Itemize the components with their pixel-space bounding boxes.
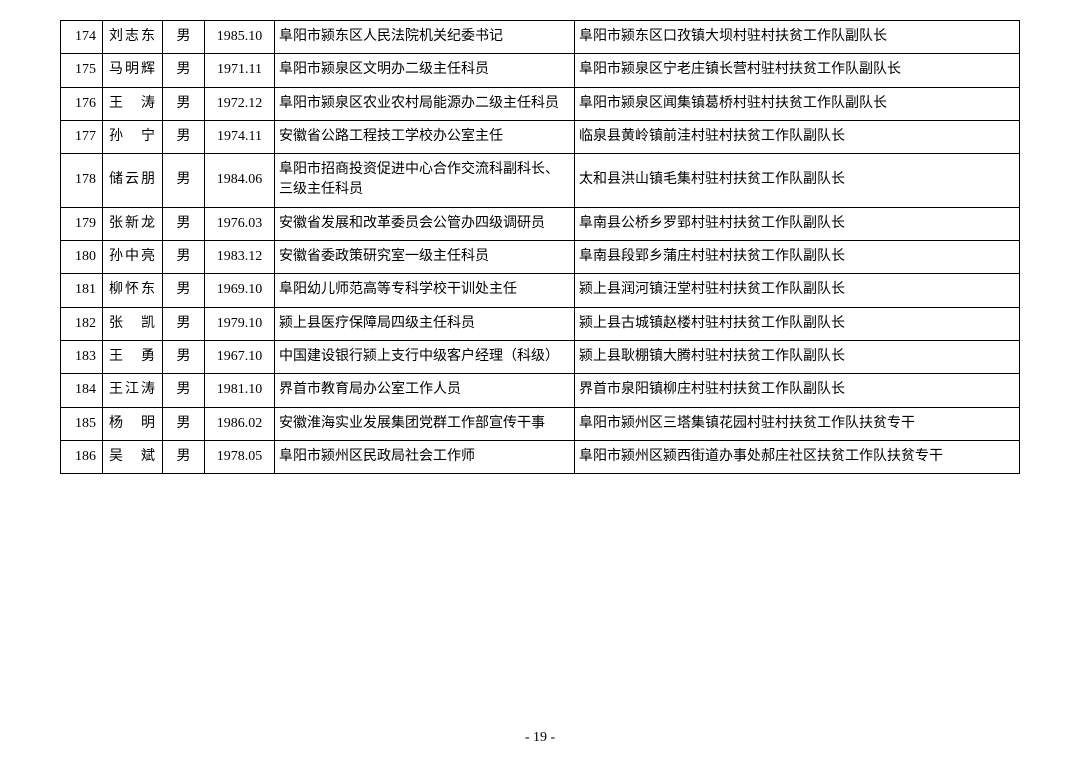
personnel-table: 174刘志东男1985.10阜阳市颍东区人民法院机关纪委书记阜阳市颍东区口孜镇大… [60, 20, 1020, 474]
cell-sex: 男 [163, 440, 205, 473]
table-row: 185杨 明男1986.02安徽淮海实业发展集团党群工作部宣传干事阜阳市颍州区三… [61, 407, 1020, 440]
table-row: 180孙中亮男1983.12安徽省委政策研究室一级主任科员阜南县段郢乡蒲庄村驻村… [61, 241, 1020, 274]
cell-index: 178 [61, 154, 103, 208]
cell-position: 阜阳市颍泉区文明办二级主任科员 [275, 54, 575, 87]
table-row: 175马明辉男1971.11阜阳市颍泉区文明办二级主任科员阜阳市颍泉区宁老庄镇长… [61, 54, 1020, 87]
cell-position: 阜阳幼儿师范高等专科学校干训处主任 [275, 274, 575, 307]
cell-date: 1985.10 [205, 21, 275, 54]
cell-role: 阜阳市颍泉区宁老庄镇长营村驻村扶贫工作队副队长 [575, 54, 1020, 87]
cell-position: 界首市教育局办公室工作人员 [275, 374, 575, 407]
cell-name: 王江涛 [103, 374, 163, 407]
cell-role: 阜南县公桥乡罗郢村驻村扶贫工作队副队长 [575, 207, 1020, 240]
table-row: 182张 凯男1979.10颍上县医疗保障局四级主任科员颍上县古城镇赵楼村驻村扶… [61, 307, 1020, 340]
cell-role: 颍上县耿棚镇大腾村驻村扶贫工作队副队长 [575, 340, 1020, 373]
cell-name: 王 涛 [103, 87, 163, 120]
cell-date: 1983.12 [205, 241, 275, 274]
cell-role: 阜阳市颍泉区闻集镇葛桥村驻村扶贫工作队副队长 [575, 87, 1020, 120]
cell-role: 阜阳市颍州区三塔集镇花园村驻村扶贫工作队扶贫专干 [575, 407, 1020, 440]
cell-position: 中国建设银行颍上支行中级客户经理（科级） [275, 340, 575, 373]
cell-sex: 男 [163, 407, 205, 440]
cell-date: 1971.11 [205, 54, 275, 87]
cell-date: 1978.05 [205, 440, 275, 473]
cell-date: 1969.10 [205, 274, 275, 307]
cell-index: 177 [61, 120, 103, 153]
table-row: 179张新龙男1976.03安徽省发展和改革委员会公管办四级调研员阜南县公桥乡罗… [61, 207, 1020, 240]
cell-sex: 男 [163, 374, 205, 407]
cell-sex: 男 [163, 21, 205, 54]
cell-date: 1967.10 [205, 340, 275, 373]
cell-name: 储云朋 [103, 154, 163, 208]
cell-name: 张新龙 [103, 207, 163, 240]
cell-index: 184 [61, 374, 103, 407]
table-row: 177孙 宁男1974.11安徽省公路工程技工学校办公室主任临泉县黄岭镇前洼村驻… [61, 120, 1020, 153]
cell-name: 张 凯 [103, 307, 163, 340]
cell-name: 孙中亮 [103, 241, 163, 274]
table-row: 184王江涛男1981.10界首市教育局办公室工作人员界首市泉阳镇柳庄村驻村扶贫… [61, 374, 1020, 407]
cell-date: 1974.11 [205, 120, 275, 153]
cell-position: 安徽省发展和改革委员会公管办四级调研员 [275, 207, 575, 240]
cell-index: 175 [61, 54, 103, 87]
cell-sex: 男 [163, 340, 205, 373]
cell-name: 柳怀东 [103, 274, 163, 307]
cell-sex: 男 [163, 154, 205, 208]
cell-name: 孙 宁 [103, 120, 163, 153]
cell-sex: 男 [163, 207, 205, 240]
cell-role: 临泉县黄岭镇前洼村驻村扶贫工作队副队长 [575, 120, 1020, 153]
cell-position: 颍上县医疗保障局四级主任科员 [275, 307, 575, 340]
cell-sex: 男 [163, 87, 205, 120]
cell-index: 182 [61, 307, 103, 340]
cell-sex: 男 [163, 54, 205, 87]
table-body: 174刘志东男1985.10阜阳市颍东区人民法院机关纪委书记阜阳市颍东区口孜镇大… [61, 21, 1020, 474]
cell-index: 179 [61, 207, 103, 240]
cell-role: 阜阳市颍州区颍西街道办事处郝庄社区扶贫工作队扶贫专干 [575, 440, 1020, 473]
cell-role: 阜阳市颍东区口孜镇大坝村驻村扶贫工作队副队长 [575, 21, 1020, 54]
cell-index: 176 [61, 87, 103, 120]
table-row: 176王 涛男1972.12阜阳市颍泉区农业农村局能源办二级主任科员阜阳市颍泉区… [61, 87, 1020, 120]
cell-position: 阜阳市颍州区民政局社会工作师 [275, 440, 575, 473]
cell-index: 174 [61, 21, 103, 54]
cell-role: 阜南县段郢乡蒲庄村驻村扶贫工作队副队长 [575, 241, 1020, 274]
cell-date: 1984.06 [205, 154, 275, 208]
cell-name: 王 勇 [103, 340, 163, 373]
cell-role: 颍上县古城镇赵楼村驻村扶贫工作队副队长 [575, 307, 1020, 340]
cell-date: 1976.03 [205, 207, 275, 240]
cell-sex: 男 [163, 274, 205, 307]
cell-index: 185 [61, 407, 103, 440]
cell-name: 马明辉 [103, 54, 163, 87]
table-row: 181柳怀东男1969.10阜阳幼儿师范高等专科学校干训处主任颍上县润河镇汪堂村… [61, 274, 1020, 307]
cell-date: 1972.12 [205, 87, 275, 120]
cell-index: 180 [61, 241, 103, 274]
document-page: 174刘志东男1985.10阜阳市颍东区人民法院机关纪委书记阜阳市颍东区口孜镇大… [0, 0, 1080, 764]
cell-role: 颍上县润河镇汪堂村驻村扶贫工作队副队长 [575, 274, 1020, 307]
cell-name: 刘志东 [103, 21, 163, 54]
cell-sex: 男 [163, 307, 205, 340]
cell-date: 1986.02 [205, 407, 275, 440]
table-row: 174刘志东男1985.10阜阳市颍东区人民法院机关纪委书记阜阳市颍东区口孜镇大… [61, 21, 1020, 54]
cell-index: 181 [61, 274, 103, 307]
cell-date: 1981.10 [205, 374, 275, 407]
table-row: 183王 勇男1967.10中国建设银行颍上支行中级客户经理（科级）颍上县耿棚镇… [61, 340, 1020, 373]
cell-position: 阜阳市颍东区人民法院机关纪委书记 [275, 21, 575, 54]
cell-index: 183 [61, 340, 103, 373]
cell-position: 阜阳市招商投资促进中心合作交流科副科长、三级主任科员 [275, 154, 575, 208]
cell-sex: 男 [163, 120, 205, 153]
table-row: 178储云朋男1984.06阜阳市招商投资促进中心合作交流科副科长、三级主任科员… [61, 154, 1020, 208]
page-number: - 19 - [0, 730, 1080, 746]
cell-date: 1979.10 [205, 307, 275, 340]
cell-name: 吴 斌 [103, 440, 163, 473]
table-row: 186吴 斌男1978.05阜阳市颍州区民政局社会工作师阜阳市颍州区颍西街道办事… [61, 440, 1020, 473]
cell-name: 杨 明 [103, 407, 163, 440]
cell-position: 安徽淮海实业发展集团党群工作部宣传干事 [275, 407, 575, 440]
cell-sex: 男 [163, 241, 205, 274]
cell-role: 界首市泉阳镇柳庄村驻村扶贫工作队副队长 [575, 374, 1020, 407]
cell-position: 阜阳市颍泉区农业农村局能源办二级主任科员 [275, 87, 575, 120]
cell-index: 186 [61, 440, 103, 473]
cell-role: 太和县洪山镇毛集村驻村扶贫工作队副队长 [575, 154, 1020, 208]
cell-position: 安徽省公路工程技工学校办公室主任 [275, 120, 575, 153]
cell-position: 安徽省委政策研究室一级主任科员 [275, 241, 575, 274]
